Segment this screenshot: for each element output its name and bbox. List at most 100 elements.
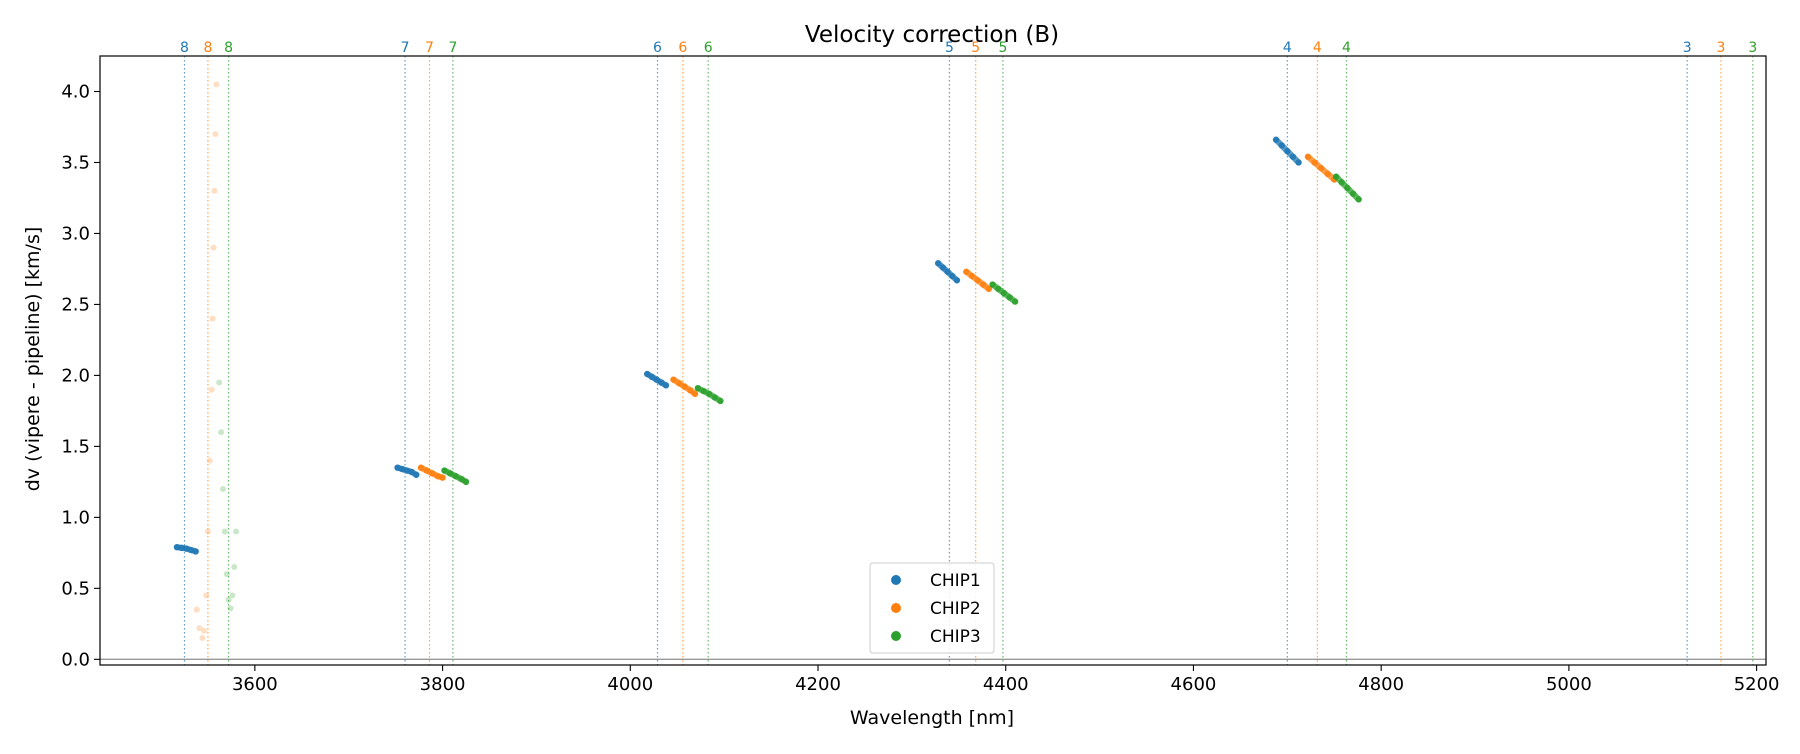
data-points-layer: [173, 136, 1362, 555]
data-point: [1272, 136, 1280, 143]
data-point: [670, 376, 677, 383]
data-point: [1011, 298, 1019, 305]
faint-data-point: [208, 386, 215, 393]
data-point: [974, 277, 981, 284]
data-point: [462, 478, 470, 486]
data-point: [985, 285, 993, 293]
x-tick-label: 4200: [795, 674, 841, 695]
data-point: [711, 394, 718, 401]
faint-data-point: [218, 429, 225, 436]
x-tick-label: 3800: [420, 674, 466, 695]
order-marker-label: 7: [448, 40, 457, 56]
data-point: [1332, 173, 1340, 180]
y-tick-label: 4.0: [61, 81, 90, 102]
x-tick-label: 5200: [1734, 674, 1780, 695]
order-marker-label: 8: [203, 40, 212, 56]
data-point: [1355, 196, 1362, 203]
faint-data-point: [223, 571, 230, 578]
order-marker-label: 3: [1748, 40, 1757, 56]
faint-data-point: [216, 379, 223, 386]
data-point: [643, 370, 651, 378]
order-marker-label: 5: [998, 40, 1007, 56]
data-point: [1295, 159, 1302, 166]
order-marker-label: 7: [425, 40, 434, 56]
order-marker-label: 6: [678, 40, 687, 56]
data-point: [939, 264, 947, 271]
data-point: [417, 464, 425, 471]
data-point: [429, 470, 436, 477]
y-tick-label: 3.5: [61, 152, 90, 173]
faint-data-point: [219, 485, 226, 492]
faint-data-point: [229, 592, 236, 599]
order-marker-label: 4: [1313, 40, 1322, 56]
legend-label: CHIP2: [930, 599, 981, 619]
faint-data-point: [203, 592, 210, 599]
data-point: [423, 467, 430, 474]
y-tick-label: 1.5: [61, 436, 90, 457]
data-point: [1278, 142, 1285, 149]
faint-data-point: [201, 627, 208, 634]
data-point: [452, 472, 459, 480]
data-point: [995, 285, 1002, 293]
data-point: [963, 268, 970, 275]
faint-data-point: [231, 564, 238, 571]
faint-data-point: [227, 605, 234, 612]
data-point: [648, 373, 656, 381]
data-point: [1311, 159, 1318, 166]
data-point: [953, 277, 961, 284]
x-tick-label: 5000: [1546, 674, 1592, 695]
faint-data-point: [196, 625, 203, 632]
order-marker-label: 4: [1283, 40, 1292, 56]
data-point: [968, 272, 976, 280]
y-tick-label: 1.0: [61, 507, 90, 528]
y-tick-label: 0.0: [61, 649, 90, 670]
faint-data-point: [209, 315, 216, 322]
legend-label: CHIP3: [930, 627, 981, 647]
faint-data-point: [213, 81, 220, 88]
x-tick-label: 4000: [607, 674, 653, 695]
data-point: [687, 387, 694, 394]
order-marker-label: 5: [971, 40, 980, 56]
data-point: [446, 470, 454, 477]
data-point: [1284, 147, 1291, 155]
order-marker-label: 8: [180, 40, 189, 56]
order-marker-label: 4: [1342, 40, 1351, 56]
x-tick-label: 4400: [983, 674, 1029, 695]
data-point: [989, 281, 996, 288]
faint-data-point: [204, 528, 211, 535]
data-point: [413, 471, 420, 478]
faint-series-layer: [193, 81, 240, 642]
data-point: [178, 544, 185, 552]
data-point: [949, 272, 956, 280]
data-point: [980, 281, 987, 288]
data-point: [1317, 164, 1325, 172]
legend-label: CHIP1: [930, 571, 981, 591]
data-point: [1324, 170, 1331, 178]
data-point: [658, 379, 665, 386]
data-point: [934, 260, 942, 267]
data-point: [675, 380, 683, 387]
data-point: [458, 475, 465, 483]
legend-marker: [891, 603, 901, 613]
data-point: [1338, 179, 1345, 186]
legend: CHIP1 CHIP2 CHIP3: [869, 562, 995, 654]
data-point: [717, 397, 724, 405]
data-point: [439, 474, 446, 481]
data-point: [408, 468, 415, 476]
y-tick-label: 3.0: [61, 223, 90, 244]
legend-box: [869, 562, 995, 654]
y-tick-label: 2.5: [61, 294, 90, 315]
faint-data-point: [206, 457, 213, 464]
x-tick-label: 4600: [1171, 674, 1217, 695]
data-point: [1349, 190, 1357, 197]
faint-data-point: [193, 606, 200, 613]
plot-frame: [99, 55, 1767, 666]
order-marker-label: 6: [653, 40, 662, 56]
chart-title: Velocity correction (B): [805, 22, 1059, 48]
order-marker-label: 8: [224, 40, 233, 56]
y-tick-label: 2.0: [61, 365, 90, 386]
x-tick-label: 4800: [1358, 674, 1404, 695]
data-point: [700, 387, 707, 395]
data-point: [1304, 153, 1312, 160]
